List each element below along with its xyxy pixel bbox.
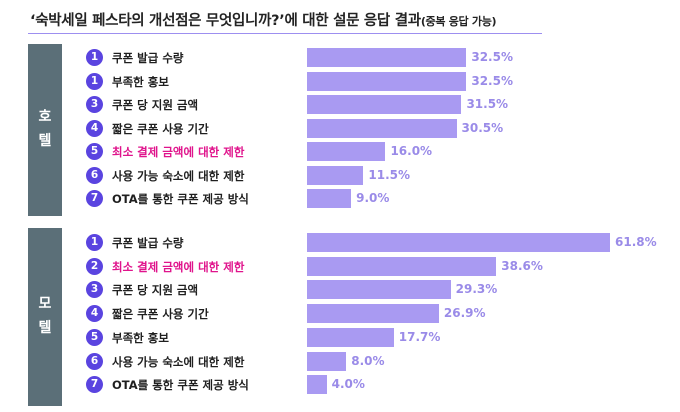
motel-side-panel <box>28 228 62 406</box>
bar <box>307 71 467 91</box>
value-label: 29.3% <box>455 282 498 297</box>
value-label: 4.0% <box>331 377 365 392</box>
hotel-bar-row: 6 사용 가능 숙소에 대한 제한 11.5% <box>28 165 668 187</box>
value-label: 9.0% <box>356 191 390 205</box>
title-divider <box>28 33 542 34</box>
category-label: 최소 결제 금액에 대한 제한 <box>112 145 245 159</box>
category-label: 사용 가능 숙소에 대한 제한 <box>112 168 245 183</box>
motel-bar-row: 7 OTA를 통한 쿠폰 제공 방식 4.0% <box>28 374 668 396</box>
bar <box>307 351 347 371</box>
bar <box>307 256 497 276</box>
bar <box>307 304 439 324</box>
bar <box>307 327 394 347</box>
rank-badge: 3 <box>86 96 103 113</box>
rank-badge: 6 <box>86 352 103 370</box>
chart-title-sub: (중복 응답 가능) <box>420 15 497 28</box>
bar <box>307 48 467 67</box>
category-label: 쿠폰 당 지원 금액 <box>112 98 199 112</box>
value-label: 61.8% <box>615 235 657 249</box>
hotel-side-panel <box>28 44 62 216</box>
chart-title-main: ‘숙박세일 페스타의 개선점은 무엇입니까?’에 대한 설문 응답 결과 <box>30 13 421 29</box>
bar <box>307 189 352 208</box>
value-label: 32.5% <box>471 73 513 88</box>
value-label: 11.5% <box>368 167 411 182</box>
bar <box>307 95 462 114</box>
value-label: 31.5% <box>466 97 509 111</box>
motel-bar-row: 4 짧은 쿠폰 사용 기간 26.9% <box>28 303 668 325</box>
value-label: 17.7% <box>398 329 441 344</box>
motel-section: 모 텔 1 쿠폰 발급 수량 61.8% 2 최소 결제 금액에 대한 제한 38.6% 3… <box>28 228 668 406</box>
rank-badge: 1 <box>86 234 103 251</box>
bar <box>307 280 451 300</box>
category-label: 쿠폰 당 지원 금액 <box>112 283 199 298</box>
rank-badge: 2 <box>86 257 103 275</box>
rank-badge: 1 <box>86 49 103 66</box>
motel-bar-row: 5 부족한 홍보 17.7% <box>28 327 668 349</box>
value-label: 26.9% <box>443 306 486 321</box>
rank-badge: 7 <box>86 190 103 207</box>
motel-side-label-1: 모 <box>38 296 52 312</box>
rank-badge: 7 <box>86 376 103 394</box>
hotel-bar-row: 3 쿠폰 당 지원 금액 31.5% <box>28 94 668 116</box>
bar <box>307 165 364 185</box>
category-label: 짧은 쿠폰 사용 기간 <box>112 121 209 136</box>
category-label: 짧은 쿠폰 사용 기간 <box>112 307 209 322</box>
value-label: 8.0% <box>351 353 385 368</box>
hotel-bar-row: 4 짧은 쿠폰 사용 기간 30.5% <box>28 118 668 140</box>
category-label: 사용 가능 숙소에 대한 제한 <box>112 354 245 369</box>
hotel-bar-row: 5 최소 결제 금액에 대한 제한 16.0% <box>28 141 668 163</box>
motel-side-label-2: 텔 <box>38 320 52 336</box>
hotel-side-label-1: 호 <box>38 109 52 125</box>
category-label: OTA를 통한 쿠폰 제공 방식 <box>112 192 249 206</box>
rank-badge: 1 <box>86 72 103 90</box>
value-label: 16.0% <box>390 144 433 158</box>
rank-badge: 6 <box>86 166 103 184</box>
motel-bar-row: 1 쿠폰 발급 수량 61.8% <box>28 232 668 254</box>
category-label: 부족한 홍보 <box>112 74 169 89</box>
rank-badge: 3 <box>86 281 103 299</box>
category-label: 부족한 홍보 <box>112 330 169 345</box>
motel-bar-row: 6 사용 가능 숙소에 대한 제한 8.0% <box>28 351 668 373</box>
hotel-side-label-2: 텔 <box>38 133 52 149</box>
rank-badge: 5 <box>86 143 103 160</box>
value-label: 32.5% <box>471 50 513 64</box>
bar <box>307 375 327 395</box>
rank-badge: 4 <box>86 119 103 137</box>
rank-badge: 4 <box>86 305 103 323</box>
hotel-bar-row: 1 부족한 홍보 32.5% <box>28 71 668 93</box>
hotel-section: 호 텔 1 쿠폰 발급 수량 32.5% 1 부족한 홍보 32.5% 3 쿠폰 당 지원 금… <box>28 44 668 216</box>
bar <box>307 118 457 138</box>
value-label: 38.6% <box>501 258 543 273</box>
motel-bar-row: 2 최소 결제 금액에 대한 제한 38.6% <box>28 256 668 278</box>
category-label: 최소 결제 금액에 대한 제한 <box>112 259 245 274</box>
rank-badge: 5 <box>86 328 103 346</box>
hotel-bar-row: 1 쿠폰 발급 수량 32.5% <box>28 47 668 69</box>
category-label: 쿠폰 발급 수량 <box>112 236 184 250</box>
category-label: 쿠폰 발급 수량 <box>112 51 184 65</box>
value-label: 30.5% <box>461 120 504 135</box>
category-label: OTA를 통한 쿠폰 제공 방식 <box>112 378 249 393</box>
hotel-bar-row: 7 OTA를 통한 쿠폰 제공 방식 9.0% <box>28 188 668 210</box>
chart-title: ‘숙박세일 페스타의 개선점은 무엇입니까?’에 대한 설문 응답 결과(중복 … <box>30 9 497 30</box>
bar <box>307 233 610 252</box>
bar <box>307 142 386 161</box>
motel-bar-row: 3 쿠폰 당 지원 금액 29.3% <box>28 279 668 301</box>
